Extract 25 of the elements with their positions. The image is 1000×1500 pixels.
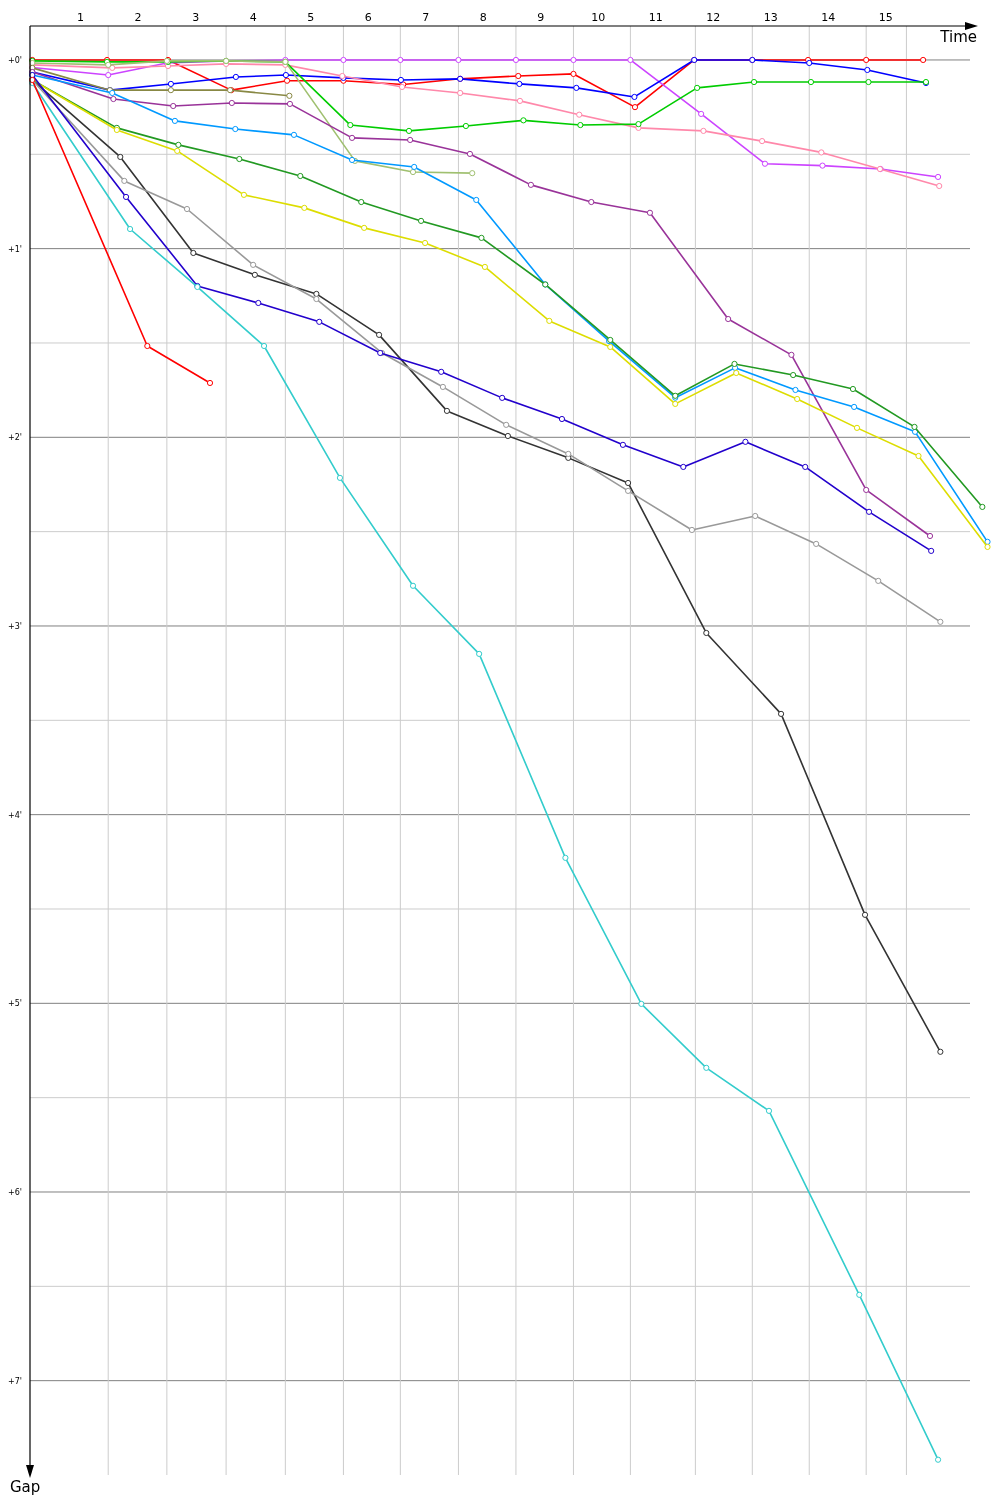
y-tick-label: +3' bbox=[8, 621, 22, 631]
x-tick-label: 15 bbox=[878, 11, 893, 24]
x-tick-label: 3 bbox=[192, 11, 200, 24]
x-tick-label: 5 bbox=[307, 11, 315, 24]
y-tick-label: +1' bbox=[8, 244, 22, 254]
y-tick-label: +5' bbox=[8, 999, 22, 1009]
x-tick-label: 4 bbox=[249, 11, 257, 24]
x-tick-label: 14 bbox=[821, 11, 836, 24]
x-tick-label: 9 bbox=[537, 11, 545, 24]
y-tick-label: +0' bbox=[8, 55, 22, 65]
x-axis-title: Time bbox=[939, 28, 977, 46]
x-tick-label: 6 bbox=[364, 11, 372, 24]
y-tick-label: +7' bbox=[8, 1376, 22, 1386]
x-tick-label: 2 bbox=[134, 11, 142, 24]
x-tick-label: 8 bbox=[479, 11, 487, 24]
x-tick-label: 12 bbox=[706, 11, 721, 24]
y-tick-label: +6' bbox=[8, 1187, 22, 1197]
x-tick-label: 1 bbox=[77, 11, 85, 24]
x-tick-label: 10 bbox=[591, 11, 606, 24]
y-tick-label: +4' bbox=[8, 810, 22, 820]
x-tick-label: 7 bbox=[422, 11, 430, 24]
y-tick-label: +2' bbox=[8, 433, 22, 443]
x-tick-label: 13 bbox=[763, 11, 778, 24]
y-axis-title: Gap bbox=[10, 1478, 41, 1496]
x-tick-label: 11 bbox=[648, 11, 663, 24]
